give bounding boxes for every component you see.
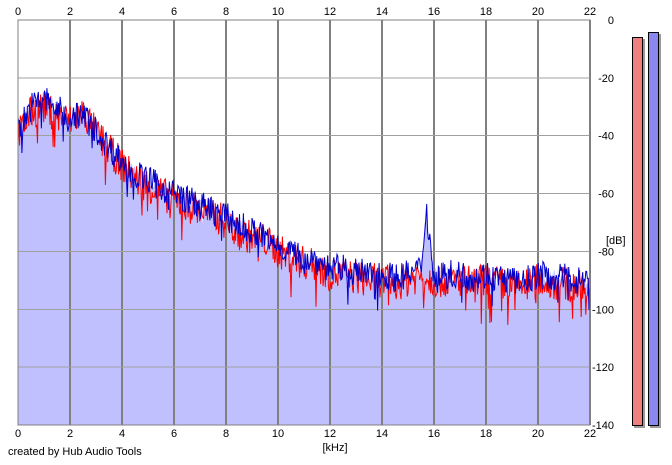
x-axis-label: [kHz] (322, 442, 347, 454)
x-tick-label-top: 18 (480, 6, 492, 18)
x-tick-label-top: 10 (272, 6, 284, 18)
x-tick-label-top: 8 (223, 6, 229, 18)
y-tick-label: 0 (608, 15, 614, 27)
x-tick-label-top: 14 (376, 6, 388, 18)
x-tick-label-bottom: 14 (376, 428, 388, 440)
x-tick-label-top: 20 (532, 6, 544, 18)
x-tick-label-bottom: 10 (272, 428, 284, 440)
x-tick-label-bottom: 20 (532, 428, 544, 440)
x-tick-label-bottom: 0 (15, 428, 21, 440)
x-tick-label-bottom: 22 (584, 428, 596, 440)
x-tick-label-top: 6 (171, 6, 177, 18)
x-tick-label-bottom: 8 (223, 428, 229, 440)
y-tick-label: -80 (598, 246, 614, 258)
x-tick-label-top: 12 (324, 6, 336, 18)
x-tick-label-top: 0 (15, 6, 21, 18)
x-tick-label-bottom: 18 (480, 428, 492, 440)
y-tick-label: -100 (592, 304, 614, 316)
spectrum-line-blue (17, 88, 591, 311)
left-channel-level-meter (632, 37, 643, 426)
x-tick-label-bottom: 2 (67, 428, 73, 440)
y-axis-label: [dB] (606, 235, 626, 247)
x-tick-label-bottom: 16 (428, 428, 440, 440)
y-tick-label: -120 (592, 362, 614, 374)
y-tick-label: -20 (598, 73, 614, 85)
y-tick-label: -40 (598, 131, 614, 143)
x-tick-label-top: 16 (428, 6, 440, 18)
x-tick-label-top: 22 (584, 6, 596, 18)
y-tick-label: -140 (592, 420, 614, 432)
credit-text: created by Hub Audio Tools (8, 446, 142, 458)
x-tick-label-top: 2 (67, 6, 73, 18)
x-tick-label-bottom: 6 (171, 428, 177, 440)
spectrum-area-fill (18, 91, 590, 425)
right-channel-level-meter (648, 32, 659, 426)
x-tick-label-bottom: 12 (324, 428, 336, 440)
y-tick-label: -60 (598, 189, 614, 201)
x-tick-label-top: 4 (119, 6, 125, 18)
plot-frame (17, 19, 591, 426)
x-tick-label-bottom: 4 (119, 428, 125, 440)
